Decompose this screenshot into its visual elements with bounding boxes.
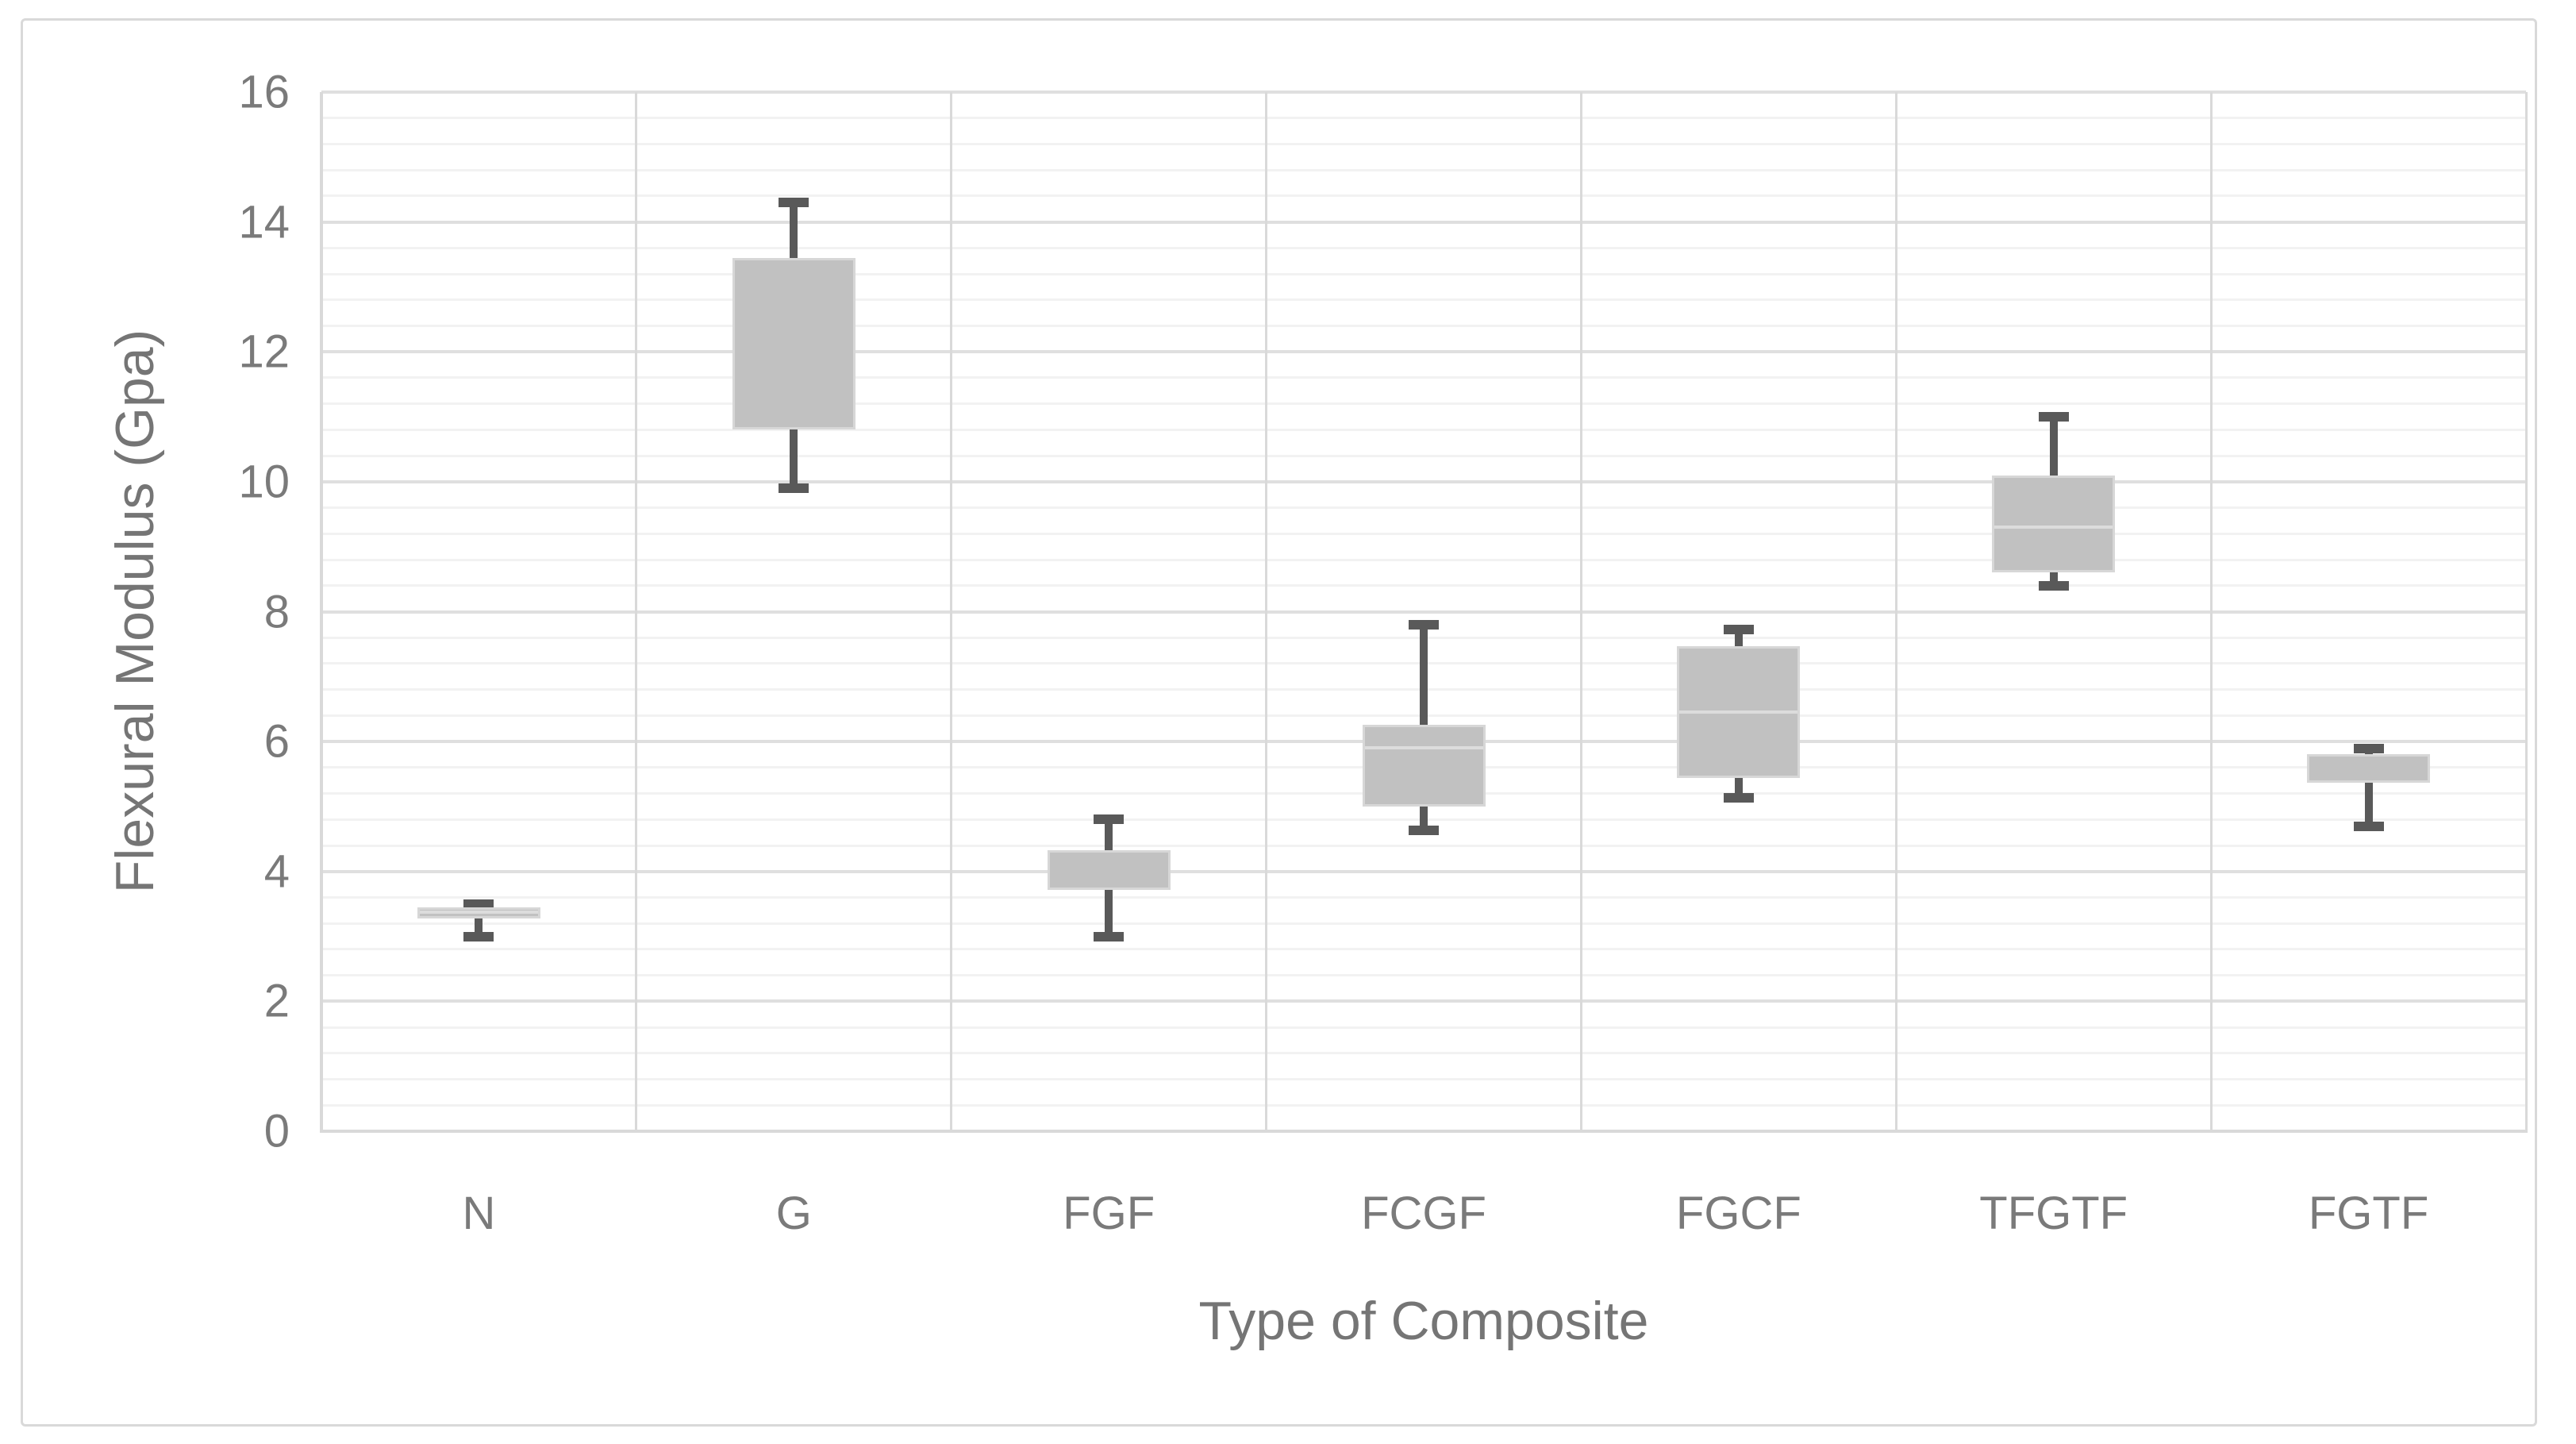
minor-gridline xyxy=(321,558,2526,561)
y-tick-label: 14 xyxy=(238,196,290,248)
median-line xyxy=(1994,526,2113,529)
major-gridline xyxy=(321,610,2526,614)
y-axis-title: Flexural Modulus (Gpa) xyxy=(105,329,165,894)
upper-whisker-cap xyxy=(463,899,494,909)
major-gridline xyxy=(321,869,2526,873)
y-tick-label: 12 xyxy=(238,325,290,378)
upper-whisker-stem xyxy=(2049,417,2058,476)
lower-whisker-stem xyxy=(1420,806,1428,831)
upper-whisker-stem xyxy=(790,202,798,258)
minor-gridline xyxy=(321,1078,2526,1081)
y-tick-label: 2 xyxy=(263,975,290,1027)
chart-frame xyxy=(21,18,2537,1427)
lower-whisker-cap xyxy=(2038,580,2069,591)
minor-gridline xyxy=(321,376,2526,379)
upper-whisker-cap xyxy=(2038,412,2069,422)
y-tick-label: 8 xyxy=(263,586,290,637)
minor-gridline xyxy=(321,402,2526,406)
minor-gridline xyxy=(321,584,2526,587)
lower-whisker-cap xyxy=(1723,793,1754,803)
lower-whisker-cap xyxy=(1094,931,1125,941)
x-axis-title: Type of Composite xyxy=(1198,1291,1649,1351)
vertical-gridline xyxy=(950,92,953,1131)
lower-whisker-cap xyxy=(463,931,494,941)
upper-whisker-stem xyxy=(1105,819,1113,850)
box-plot-box xyxy=(732,257,855,430)
minor-gridline xyxy=(321,895,2526,899)
upper-whisker-cap xyxy=(1409,619,1439,630)
lower-whisker-stem xyxy=(2364,782,2373,827)
minor-gridline xyxy=(321,428,2526,431)
upper-whisker-cap xyxy=(2353,744,2384,754)
minor-gridline xyxy=(321,922,2526,925)
minor-gridline xyxy=(321,454,2526,457)
y-tick-label: 4 xyxy=(263,845,290,898)
vertical-gridline xyxy=(2209,92,2213,1131)
y-tick-label: 10 xyxy=(238,456,290,508)
minor-gridline xyxy=(321,246,2526,249)
minor-gridline xyxy=(321,506,2526,510)
minor-gridline xyxy=(321,194,2526,198)
lower-whisker-stem xyxy=(1734,777,1743,799)
minor-gridline xyxy=(321,974,2526,977)
vertical-gridline xyxy=(1894,92,1897,1131)
plot-area xyxy=(321,90,2528,1131)
box-plot-box xyxy=(2307,753,2431,783)
minor-gridline xyxy=(321,1026,2526,1029)
major-gridline xyxy=(321,90,2526,94)
median-line xyxy=(1679,710,1798,714)
minor-gridline xyxy=(321,1052,2526,1055)
upper-whisker-stem xyxy=(1734,629,1743,646)
lower-whisker-stem xyxy=(1105,889,1113,937)
box-plot-box xyxy=(1992,475,2116,573)
vertical-gridline xyxy=(2524,92,2528,1131)
upper-whisker-cap xyxy=(779,198,809,208)
minor-gridline xyxy=(321,272,2526,275)
minor-gridline xyxy=(321,948,2526,951)
lower-whisker-stem xyxy=(790,429,798,489)
lower-whisker-cap xyxy=(2353,822,2384,832)
minor-gridline xyxy=(321,142,2526,145)
y-tick-label: 0 xyxy=(263,1105,290,1157)
y-tick-label: 16 xyxy=(238,66,290,118)
lower-whisker-stem xyxy=(2049,572,2058,586)
minor-gridline xyxy=(321,168,2526,171)
x-category-label: TFGTF xyxy=(1979,1188,2128,1239)
x-axis-line xyxy=(320,1130,2528,1133)
lower-whisker-cap xyxy=(1409,826,1439,836)
x-category-label: FGF xyxy=(1063,1188,1155,1239)
box-plot-box xyxy=(1047,849,1171,890)
minor-gridline xyxy=(321,298,2526,302)
vertical-gridline xyxy=(1579,92,1582,1131)
major-gridline xyxy=(321,220,2526,224)
x-category-label: N xyxy=(462,1188,496,1239)
upper-whisker-stem xyxy=(1420,624,1428,725)
x-category-label: G xyxy=(775,1188,812,1239)
minor-gridline xyxy=(321,532,2526,535)
x-category-label: FGTF xyxy=(2308,1188,2429,1239)
x-category-label: FCGF xyxy=(1361,1188,1486,1239)
major-gridline xyxy=(321,479,2526,483)
median-line xyxy=(1364,746,1483,750)
y-tick-label: 6 xyxy=(263,715,290,768)
minor-gridline xyxy=(321,117,2526,120)
vertical-gridline xyxy=(1265,92,1268,1131)
y-axis-line xyxy=(320,92,323,1133)
upper-whisker-cap xyxy=(1094,814,1125,825)
minor-gridline xyxy=(321,325,2526,328)
box-plot-box xyxy=(1362,724,1486,807)
lower-whisker-cap xyxy=(779,483,809,494)
minor-gridline xyxy=(321,1103,2526,1107)
vertical-gridline xyxy=(635,92,638,1131)
x-category-label: FGCF xyxy=(1675,1188,1801,1239)
minor-gridline xyxy=(321,844,2526,847)
upper-whisker-cap xyxy=(1723,624,1754,634)
lower-whisker-stem xyxy=(475,918,483,937)
major-gridline xyxy=(321,350,2526,354)
major-gridline xyxy=(321,999,2526,1003)
median-line xyxy=(419,911,538,915)
